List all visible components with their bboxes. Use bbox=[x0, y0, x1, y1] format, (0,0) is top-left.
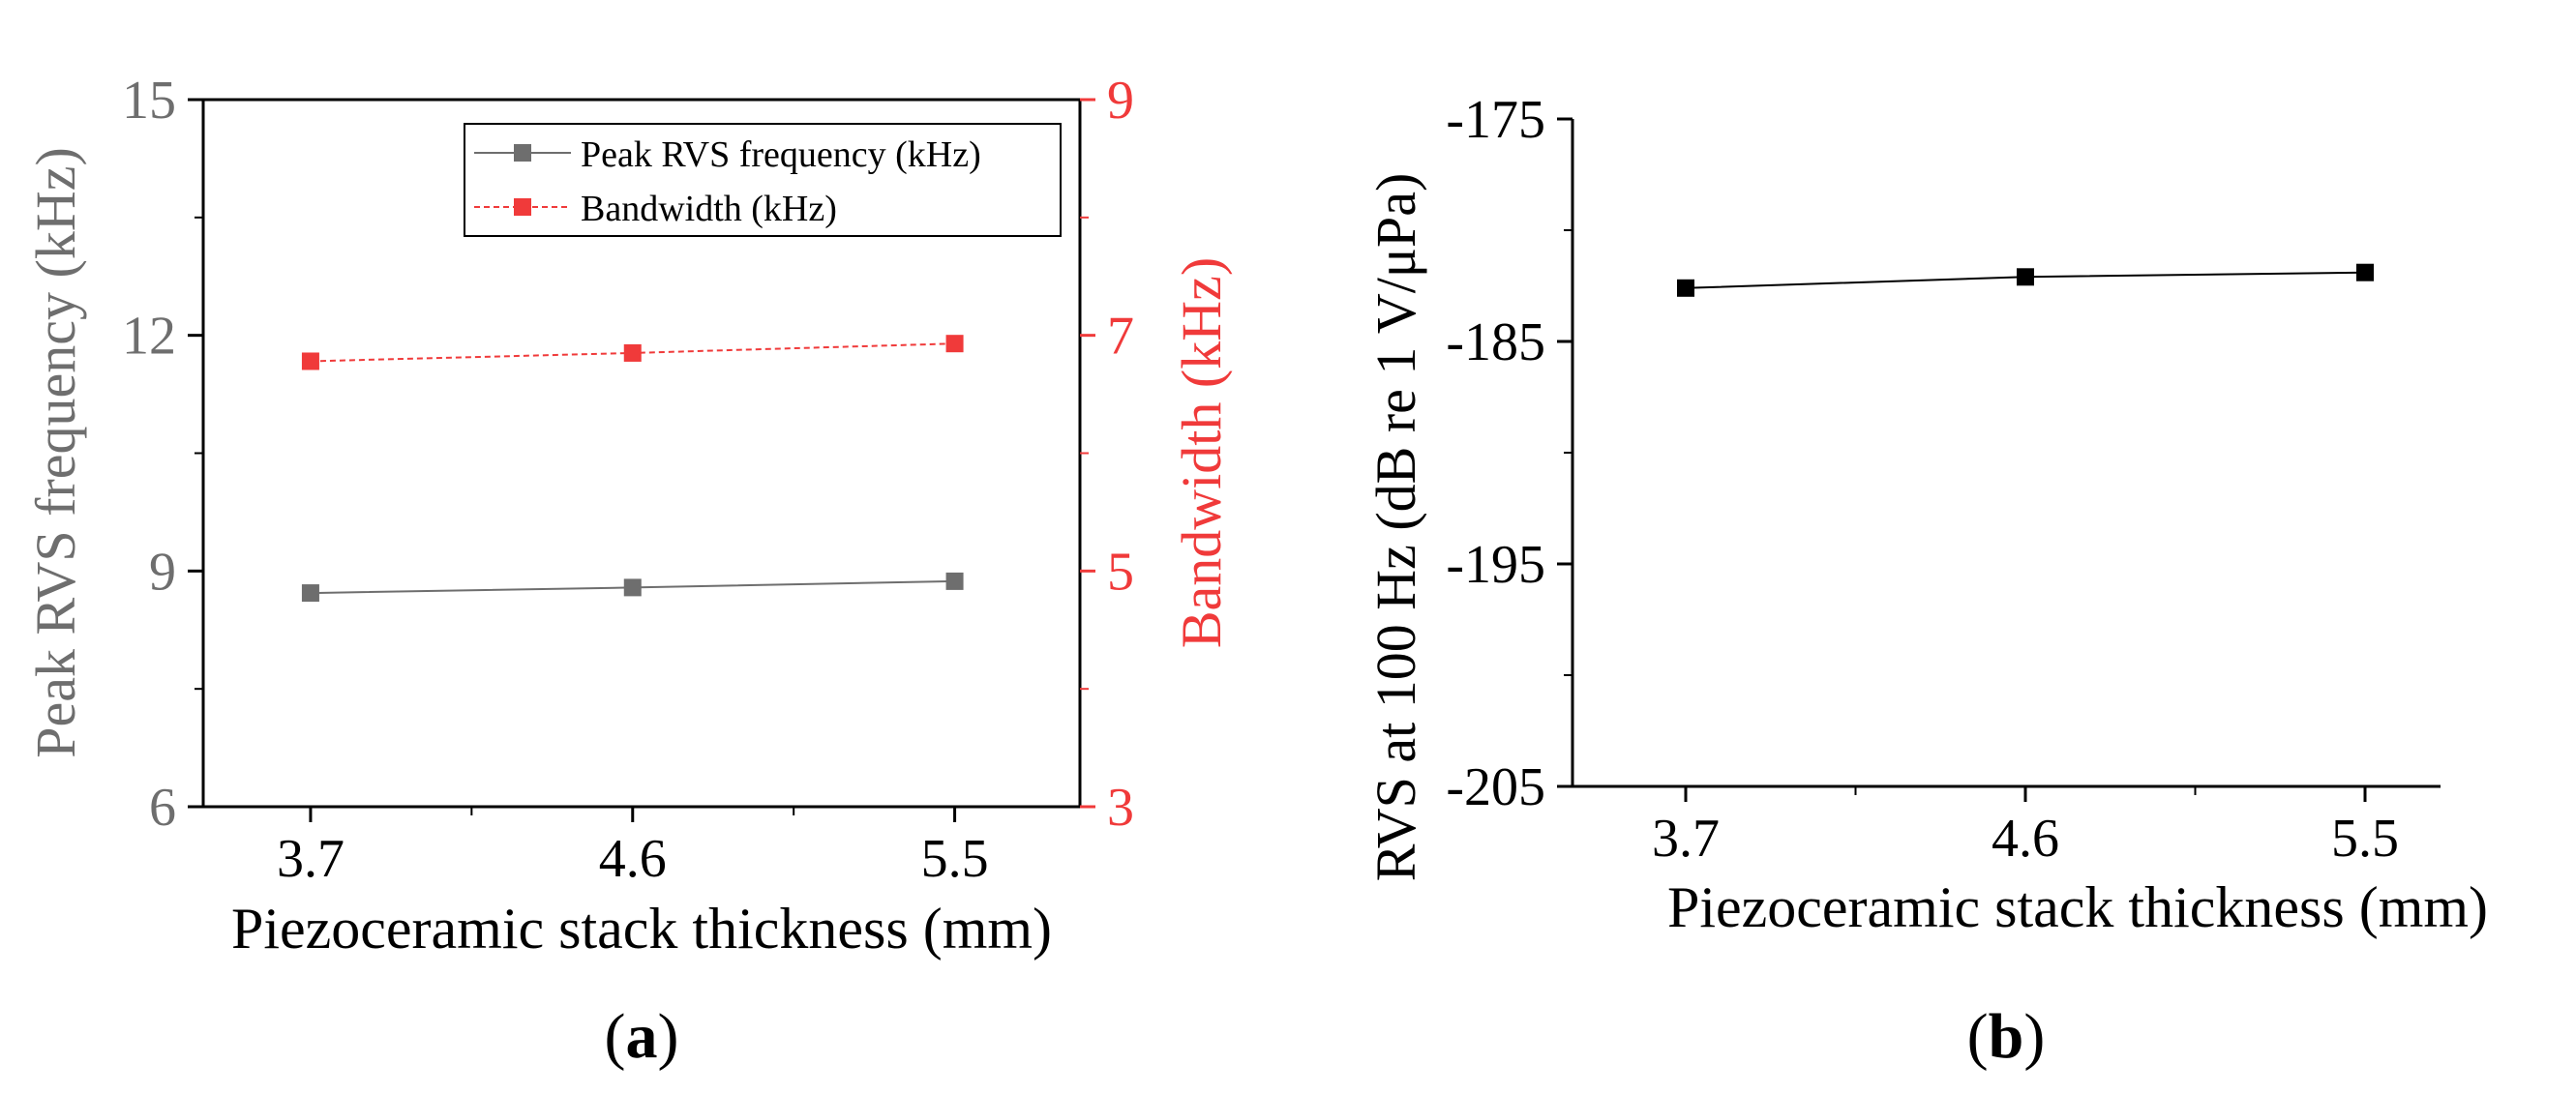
panel-a-chart: 6 9 12 15 3 5 7 9 3.7 4.6 5.5 Peak RVS frequency… bbox=[24, 71, 1233, 1072]
panel-a-left-axis-label: Peak RVS frequency (kHz) bbox=[24, 147, 87, 758]
panel-a-series bbox=[301, 335, 964, 603]
caption-paren-close: ) bbox=[2023, 1001, 2045, 1072]
data-point bbox=[301, 584, 319, 603]
panel-b-y-axis-ticks: -205 -195 -185 -175 bbox=[1446, 90, 1573, 817]
y2-tick-label: 7 bbox=[1107, 307, 1134, 367]
y-tick-label: 9 bbox=[149, 542, 176, 602]
y2-tick-label: 3 bbox=[1107, 778, 1134, 838]
y-tick-label: -205 bbox=[1446, 757, 1545, 817]
caption-paren-open: ( bbox=[1967, 1001, 1989, 1072]
panel-b-x-axis-label: Piezoceramic stack thickness (mm) bbox=[1667, 875, 2488, 939]
y-tick-label: 12 bbox=[122, 307, 176, 367]
y-tick-label: 6 bbox=[149, 778, 176, 838]
panel-a-left-axis-ticks: 6 9 12 15 bbox=[122, 71, 203, 838]
caption-letter-b: b bbox=[1989, 1001, 2024, 1072]
panel-a-x-axis-ticks: 3.7 4.6 5.5 bbox=[277, 807, 989, 889]
data-point bbox=[945, 572, 964, 590]
data-point bbox=[2017, 268, 2034, 286]
x-tick-label: 3.7 bbox=[1652, 809, 1720, 869]
legend-marker-bandwidth bbox=[514, 198, 531, 216]
panel-a-caption: (a) bbox=[605, 1001, 679, 1072]
data-point bbox=[623, 578, 642, 597]
x-tick-label: 4.6 bbox=[599, 829, 667, 889]
panel-b-chart: -205 -195 -185 -175 3.7 4.6 5.5 RVS at 100 Hz… bbox=[1364, 90, 2488, 1072]
panel-b-y-axis-label: RVS at 100 Hz (dB re 1 V/μPa) bbox=[1364, 173, 1427, 882]
panel-b-x-axis-ticks: 3.7 4.6 5.5 bbox=[1652, 786, 2399, 869]
panel-a-x-axis-label: Piezoceramic stack thickness (mm) bbox=[231, 897, 1052, 961]
panel-a-legend: Peak RVS frequency (kHz) Bandwidth (kHz) bbox=[464, 123, 1062, 237]
y2-tick-label: 9 bbox=[1107, 71, 1134, 131]
panel-a-right-axis-label: Bandwidth (kHz) bbox=[1170, 257, 1233, 648]
x-tick-label: 5.5 bbox=[921, 829, 989, 889]
data-point bbox=[945, 335, 964, 353]
x-tick-label: 3.7 bbox=[277, 829, 344, 889]
legend-label-peak-rvs: Peak RVS frequency (kHz) bbox=[581, 134, 981, 175]
panel-a-right-axis-ticks: 3 5 7 9 bbox=[1080, 71, 1134, 838]
legend-marker-peak-rvs bbox=[514, 144, 531, 162]
caption-letter-a: a bbox=[626, 1001, 658, 1072]
data-point bbox=[1677, 279, 1694, 297]
panel-b-series bbox=[1677, 263, 2374, 297]
y-tick-label: -195 bbox=[1446, 535, 1545, 595]
y-tick-label: 15 bbox=[122, 71, 176, 131]
x-tick-label: 5.5 bbox=[2331, 809, 2399, 869]
x-tick-label: 4.6 bbox=[1992, 809, 2059, 869]
y2-tick-label: 5 bbox=[1107, 542, 1134, 602]
y-tick-label: -175 bbox=[1446, 90, 1545, 150]
y-tick-label: -185 bbox=[1446, 312, 1545, 372]
data-point bbox=[2356, 263, 2374, 281]
caption-paren-open: ( bbox=[605, 1001, 626, 1072]
data-point bbox=[301, 352, 319, 370]
legend-label-bandwidth: Bandwidth (kHz) bbox=[581, 189, 837, 229]
panel-b-caption: (b) bbox=[1967, 1001, 2046, 1072]
caption-paren-close: ) bbox=[658, 1001, 679, 1072]
data-point bbox=[623, 343, 642, 362]
legend-box bbox=[464, 123, 1062, 237]
